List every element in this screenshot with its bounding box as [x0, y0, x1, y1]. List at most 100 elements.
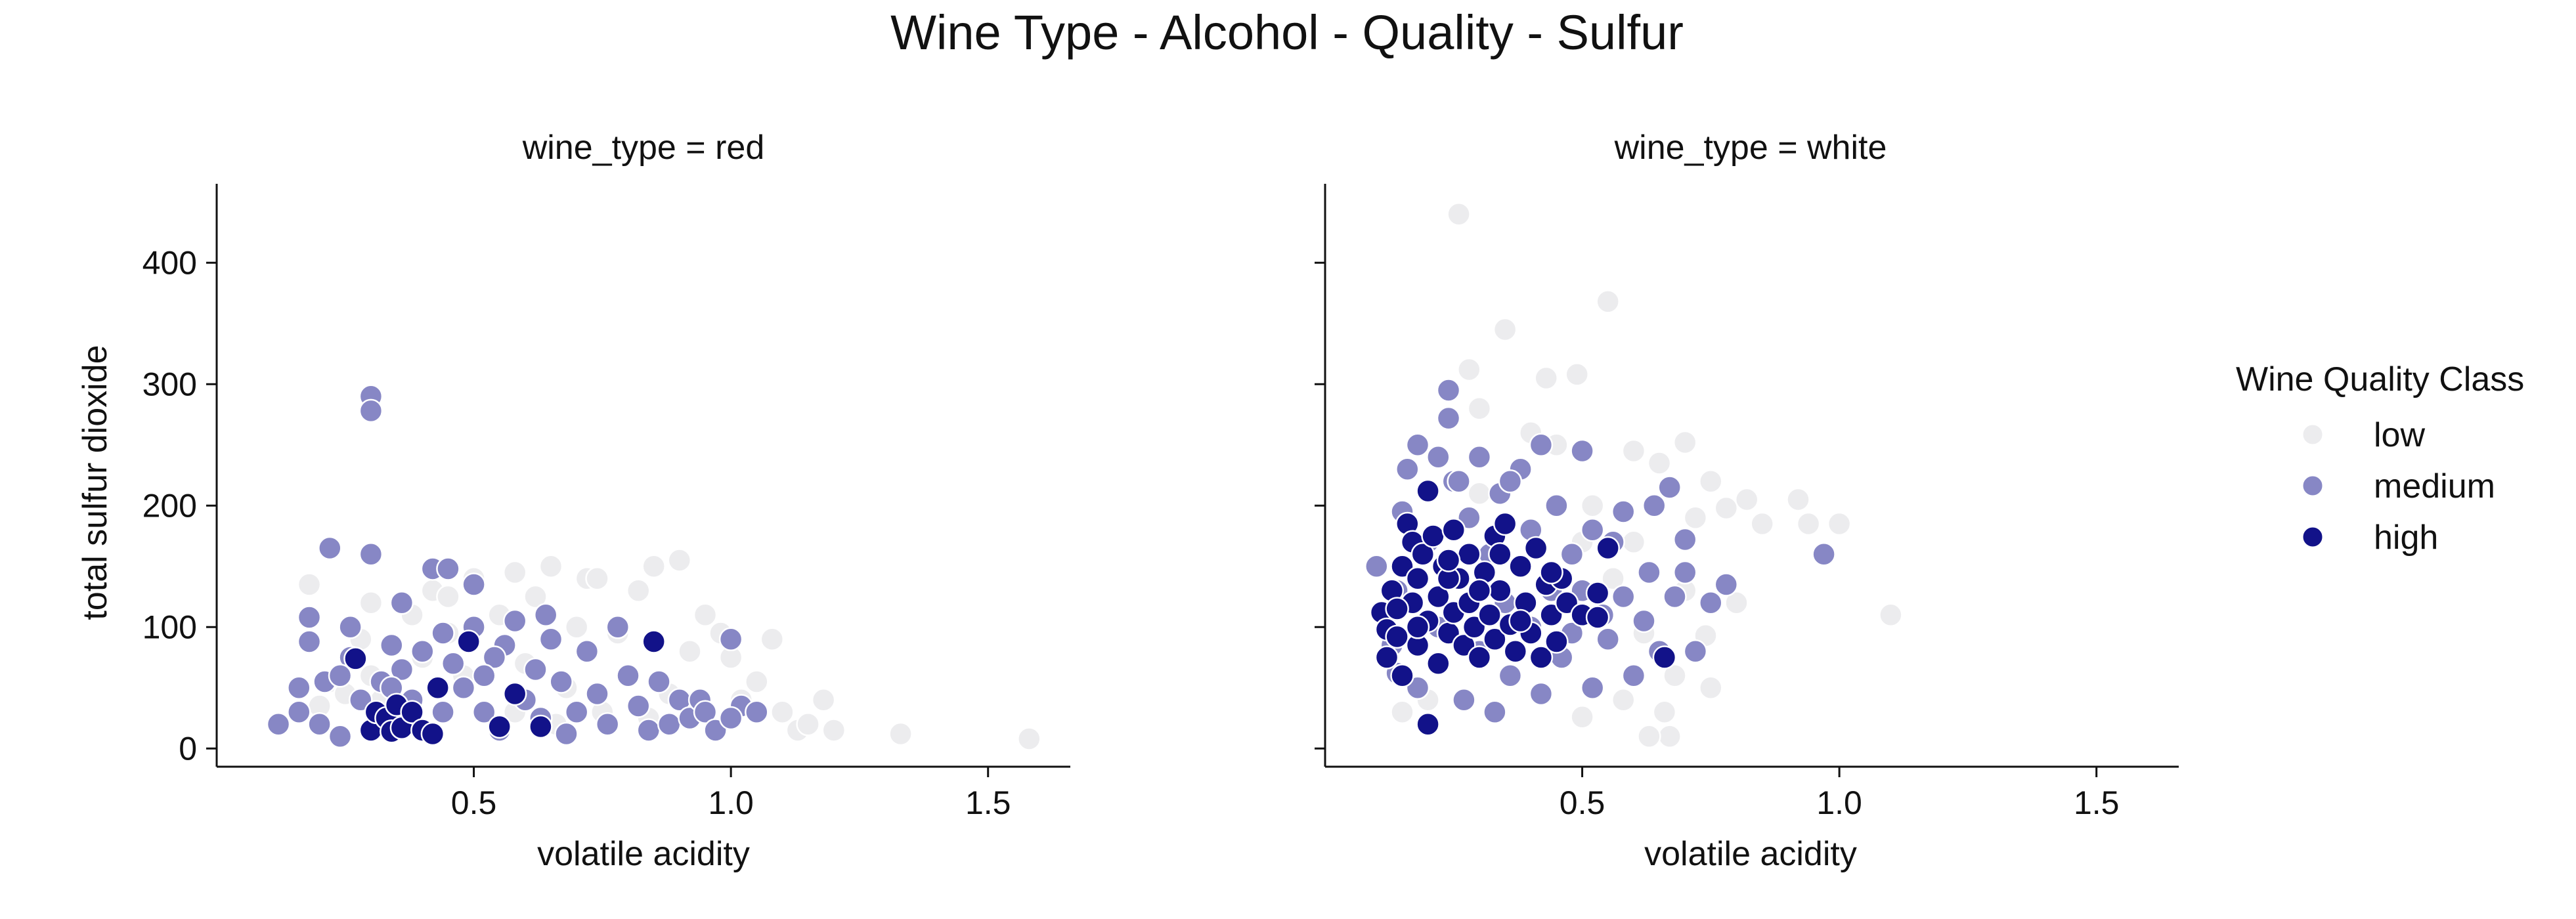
point-high: [1488, 542, 1512, 566]
point-low: [796, 712, 820, 737]
point-medium: [745, 700, 769, 725]
point-low: [1652, 700, 1677, 725]
point-low: [1750, 511, 1774, 536]
point-medium: [389, 657, 414, 682]
chart-title: Wine Type - Alcohol - Quality - Sulfur: [890, 5, 1684, 60]
legend-label-high: high: [2374, 519, 2438, 557]
x-tick-label: 0.5: [1560, 784, 1605, 821]
point-high: [487, 714, 512, 739]
legend: Wine Quality Class low medium high: [2236, 360, 2524, 557]
point-medium: [1683, 639, 1708, 664]
plot-area-white: 0.5 1.0 1.5: [1315, 184, 2179, 821]
point-high: [1596, 536, 1620, 561]
point-medium: [1364, 554, 1389, 579]
point-medium: [1570, 438, 1594, 463]
legend-marker-medium: [2301, 474, 2325, 498]
point-low: [1879, 603, 1903, 628]
legend-title: Wine Quality Class: [2236, 360, 2524, 398]
point-medium: [1452, 688, 1476, 712]
point-low: [1786, 487, 1810, 512]
point-medium: [431, 621, 455, 645]
point-low: [693, 603, 718, 628]
point-high: [1585, 581, 1610, 605]
legend-label-medium: medium: [2374, 467, 2495, 505]
point-low: [1621, 530, 1646, 555]
point-high: [1467, 578, 1492, 603]
point-medium: [328, 724, 353, 749]
point-medium: [462, 572, 486, 597]
point-medium: [1483, 700, 1507, 725]
point-medium: [1699, 591, 1723, 615]
point-high: [1410, 542, 1435, 566]
point-low: [1457, 357, 1481, 382]
series-low-red: [297, 548, 1041, 751]
point-medium: [1812, 542, 1836, 566]
point-medium: [436, 557, 460, 581]
point-medium: [1663, 584, 1687, 609]
point-high: [420, 721, 445, 746]
point-high: [1508, 554, 1533, 579]
point-high: [502, 681, 527, 706]
point-low: [1724, 591, 1749, 615]
point-high: [1467, 645, 1492, 670]
x-tick-label: 1.0: [708, 784, 754, 821]
point-medium: [523, 657, 548, 682]
point-low: [1467, 396, 1492, 421]
point-low: [585, 566, 609, 591]
point-medium: [564, 700, 589, 725]
point-high: [529, 714, 553, 739]
point-low: [1683, 505, 1708, 530]
point-medium: [1436, 378, 1461, 402]
point-medium: [266, 712, 291, 737]
panel-title-white: wine_type = white: [1614, 129, 1887, 167]
point-medium: [718, 627, 743, 652]
point-low: [811, 688, 836, 712]
point-low: [1447, 202, 1471, 226]
point-medium: [533, 603, 558, 628]
point-low: [1467, 481, 1492, 506]
point-medium: [616, 664, 640, 688]
point-low: [1663, 664, 1687, 688]
point-medium: [549, 670, 573, 694]
point-medium: [451, 675, 476, 700]
y-axis-label: total sulfur dioxide: [76, 345, 114, 620]
point-low: [1017, 727, 1041, 751]
x-tick-label: 1.5: [965, 784, 1011, 821]
point-medium: [1560, 542, 1584, 566]
point-medium: [1436, 406, 1461, 431]
point-low: [1699, 675, 1723, 700]
point-medium: [595, 712, 620, 737]
point-high: [400, 700, 424, 725]
point-medium: [389, 591, 414, 615]
point-high: [343, 647, 368, 671]
point-medium: [1580, 675, 1605, 700]
point-low: [1734, 487, 1759, 512]
point-low: [564, 615, 589, 639]
panel-white: wine_type = white volatile acidity: [1614, 129, 1887, 873]
point-high: [1405, 566, 1430, 591]
point-high: [1477, 603, 1502, 628]
point-low: [538, 554, 563, 579]
point-medium: [307, 712, 332, 737]
point-low: [1580, 494, 1605, 518]
point-medium: [1632, 609, 1656, 633]
point-medium: [1611, 584, 1636, 609]
point-high: [1385, 597, 1409, 621]
point-low: [502, 560, 527, 585]
point-high: [1529, 645, 1554, 670]
point-medium: [410, 639, 435, 664]
point-high: [1421, 524, 1445, 548]
point-low: [1647, 451, 1672, 475]
point-medium: [1498, 664, 1523, 688]
point-high: [1374, 645, 1399, 670]
point-medium: [1596, 627, 1620, 652]
point-low: [297, 572, 322, 597]
point-high: [1483, 627, 1507, 652]
point-medium: [575, 639, 600, 664]
point-medium: [718, 706, 743, 731]
point-medium: [318, 536, 342, 561]
point-medium: [1637, 560, 1661, 585]
point-low: [626, 578, 651, 603]
point-medium: [1642, 494, 1667, 518]
